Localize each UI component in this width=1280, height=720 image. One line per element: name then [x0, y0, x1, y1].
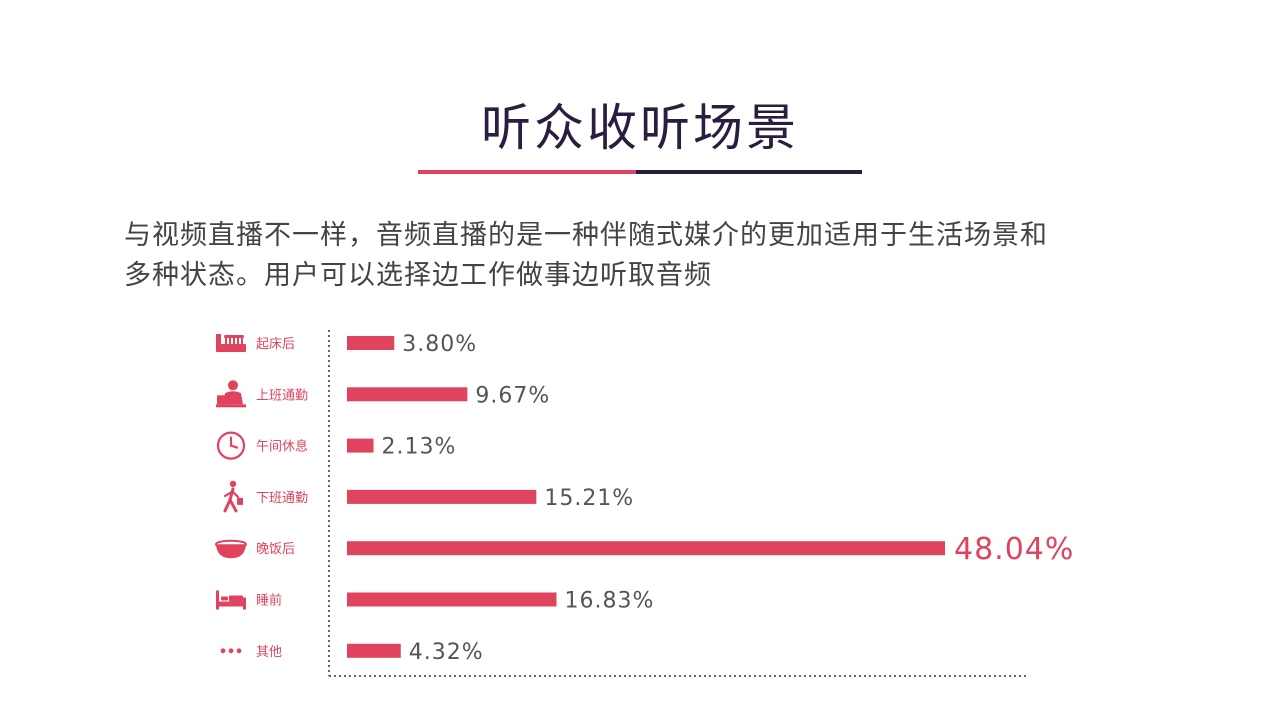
- title-underline-dark: [636, 170, 862, 174]
- bar: [347, 592, 557, 607]
- category-label: 下班通勤: [256, 491, 308, 506]
- description-line-2: 多种状态。用户可以选择边工作做事边听取音频: [124, 260, 712, 291]
- bar: [347, 387, 468, 402]
- bowl-icon: [215, 539, 247, 559]
- category-label: 睡前: [256, 593, 282, 609]
- category-label: 起床后: [256, 337, 295, 352]
- dots-icon: [220, 648, 242, 654]
- value-label: 3.80%: [402, 332, 477, 357]
- description-line-1: 与视频直播不一样，音频直播的是一种伴随式媒介的更加适用于生活场景和: [124, 220, 1048, 251]
- bar: [347, 336, 395, 350]
- category-label: 上班通勤: [256, 388, 308, 403]
- value-label: 9.67%: [475, 383, 550, 408]
- description: 与视频直播不一样，音频直播的是一种伴随式媒介的更加适用于生活场景和 多种状态。用…: [124, 216, 1184, 296]
- bed-icon: [216, 590, 246, 610]
- office-worker-icon: [216, 380, 246, 408]
- category-label: 其他: [256, 645, 282, 660]
- bar: [347, 643, 401, 658]
- bar: [347, 438, 374, 453]
- value-label: 15.21%: [544, 486, 634, 511]
- value-label: 48.04%: [954, 532, 1074, 567]
- value-label: 4.32%: [409, 640, 484, 665]
- category-label: 午间休息: [256, 439, 308, 455]
- page-title: 听众收听场景: [481, 99, 799, 157]
- value-label: 16.83%: [564, 589, 654, 614]
- clock-icon: [216, 431, 246, 460]
- bar: [347, 541, 945, 556]
- toothbrush-icon: [216, 334, 246, 352]
- category-label: 晚饭后: [256, 542, 295, 557]
- walking-person-icon: [223, 480, 243, 513]
- title-underline-accent: [418, 170, 636, 174]
- value-label: 2.13%: [382, 435, 457, 460]
- bar: [347, 489, 537, 504]
